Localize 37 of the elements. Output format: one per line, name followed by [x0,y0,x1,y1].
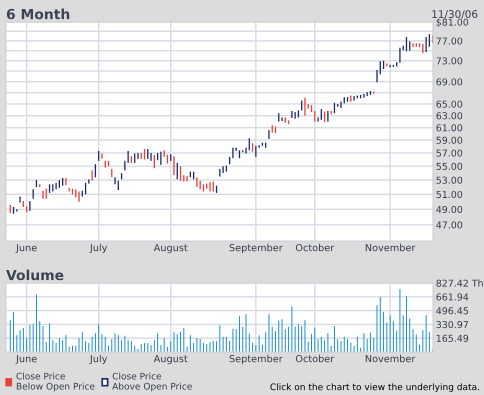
y-tick-label: 65.00 [436,100,462,108]
y-tick-label: 165.49 [436,334,468,342]
chart-title: Volume [6,270,64,280]
y-tick-label: 827.42 Th [436,279,483,287]
legend-label: Close Price Below Open Price [16,372,95,392]
x-tick-label: September [230,354,283,364]
y-tick-label: 69.00 [436,78,462,86]
x-tick-label: October [296,354,334,362]
y-tick-label: 61.00 [436,124,462,132]
y-tick-label: 55.00 [436,162,462,170]
y-tick-label: 77.00 [436,37,462,45]
x-tick-label: August [154,244,188,254]
x-tick-label: October [296,244,334,252]
y-tick-label: 51.00 [436,190,462,198]
x-tick-label: November [366,244,416,252]
y-tick-label: 63.00 [436,112,462,120]
x-tick-label: June [16,355,37,364]
legend-label: Close Price Above Open Price [112,372,192,392]
x-tick-label: July [89,244,108,254]
chart-title: 6 Month [6,8,70,20]
y-tick-label: 496.45 [436,307,468,314]
y-tick-label: 57.00 [436,150,462,157]
x-tick-label: June [16,244,37,254]
y-tick-label: 47.00 [436,221,462,229]
x-tick-label: August [154,355,188,364]
y-tick-label: $81.00 [436,18,468,27]
y-tick-label: 49.00 [436,206,462,213]
y-tick-label: 661.94 [436,293,468,301]
y-tick-label: 330.97 [436,320,468,328]
text: 11/30/06 [432,10,478,19]
y-tick-label: 73.00 [436,57,462,64]
text: Click on the chart to view the underlying data. [270,383,480,392]
x-tick-label: September [230,244,283,254]
x-tick-label: November [366,354,416,362]
y-tick-label: 53.00 [436,176,462,184]
x-tick-label: July [89,354,108,364]
y-tick-label: 59.00 [436,136,462,144]
